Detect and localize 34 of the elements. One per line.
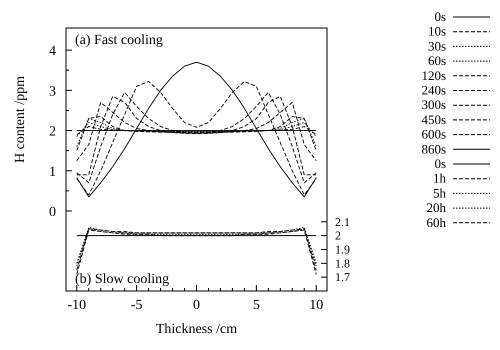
y2-tick-label: 2	[335, 228, 341, 243]
x-tick-label: -10	[67, 298, 86, 313]
y-tick-label: 3	[49, 84, 56, 100]
y-tick-label: 0	[49, 204, 56, 220]
y2-tick-label: 1.9	[335, 242, 350, 256]
y-tick-label: 4	[49, 44, 56, 60]
y2-tick-label: 2.1	[335, 214, 350, 229]
legend-label: 5h	[433, 185, 446, 200]
legend-label: 0s	[434, 9, 446, 24]
legend-label: 600s	[421, 126, 446, 142]
legend-label: 860s	[421, 141, 446, 156]
y-tick-label: 1	[49, 164, 56, 180]
x-tick-label: 10	[309, 298, 324, 313]
annotation: (b) Slow cooling	[75, 272, 170, 287]
legend-label: 60h	[426, 214, 446, 230]
x-tick-label: 0	[193, 298, 200, 313]
legend-label: 120s	[421, 68, 446, 83]
y-axis-title: H content /ppm	[13, 76, 28, 164]
legend-label: 0s	[434, 156, 446, 171]
legend-label: 1h	[433, 170, 446, 186]
legend-label: 10s	[428, 24, 446, 39]
annotation: (a) Fast cooling	[75, 33, 163, 48]
x-axis-title: Thickness /cm	[156, 322, 238, 337]
legend-label: 300s	[421, 97, 446, 112]
x-tick-label: -5	[130, 298, 142, 313]
legend-label: 20h	[426, 200, 446, 216]
x-tick-label: 5	[252, 298, 260, 313]
y2-tick-label: 1.7	[335, 270, 350, 284]
legend-label: 450s	[421, 112, 446, 127]
y-tick-label: 2	[49, 124, 56, 140]
legend-label: 30s	[428, 38, 446, 54]
y2-tick-label: 1.8	[335, 256, 350, 270]
legend-label: 240s	[421, 82, 446, 98]
legend-label: 60s	[428, 53, 446, 68]
